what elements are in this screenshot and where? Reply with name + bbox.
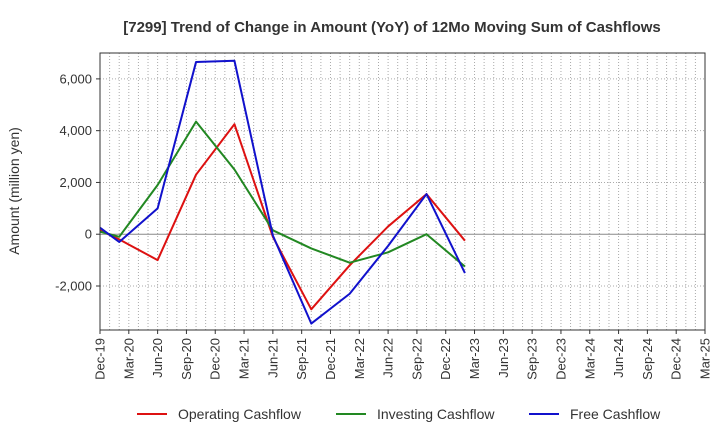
series-layer [99, 59, 466, 325]
x-tick-label: Jun-20 [150, 338, 165, 378]
x-tick-label: Sep-23 [525, 338, 540, 380]
x-tick-label: Dec-21 [323, 338, 338, 380]
x-tick-label: Jun-24 [611, 338, 626, 378]
x-tick-label: Jun-23 [496, 338, 511, 378]
legend: Operating Cashflow Investing Cashflow Free… [137, 406, 661, 422]
operating-cashflow-legend-label: Operating Cashflow [178, 406, 302, 422]
x-tick-label: Sep-22 [409, 338, 424, 380]
investing-cashflow-line [99, 120, 466, 268]
x-tick-label: Mar-24 [582, 338, 597, 379]
x-tick-label: Mar-21 [237, 338, 252, 379]
x-tick-label: Dec-22 [438, 338, 453, 380]
x-tick-label: Jun-21 [265, 338, 280, 378]
x-tick-label: Dec-24 [669, 338, 684, 380]
x-tick-label: Sep-21 [294, 338, 309, 380]
x-tick-label: Mar-23 [467, 338, 482, 379]
x-tick-label: Sep-20 [179, 338, 194, 380]
chart-title: [7299] Trend of Change in Amount (YoY) o… [123, 19, 661, 36]
y-tick-label: 0 [85, 227, 92, 242]
x-tick-label: Dec-19 [93, 338, 108, 380]
y-tick-label: -2,000 [55, 278, 92, 293]
x-tick-label: Mar-25 [698, 338, 713, 379]
x-tick-label: Mar-20 [121, 338, 136, 379]
x-axis-ticks: Dec-19 Mar-20 Jun-20 Sep-20 Dec-20 Mar-21 Jun-… [93, 330, 713, 380]
y-axis-ticks: -2,000 0 2,000 4,000 6,000 [55, 71, 100, 293]
x-tick-label: Mar-22 [352, 338, 367, 379]
x-tick-label: Dec-23 [553, 338, 568, 380]
free-cashflow-line [99, 59, 466, 325]
grid-lines [100, 53, 705, 330]
y-axis-label: Amount (million yen) [6, 127, 22, 255]
y-tick-label: 2,000 [59, 175, 92, 190]
free-cashflow-legend-label: Free Cashflow [570, 406, 661, 422]
x-tick-label: Dec-20 [208, 338, 223, 380]
investing-cashflow-legend-label: Investing Cashflow [377, 406, 495, 422]
x-tick-label: Sep-24 [640, 338, 655, 380]
x-tick-label: Jun-22 [381, 338, 396, 378]
plot-frame [99, 52, 706, 331]
y-tick-label: 6,000 [59, 71, 92, 86]
y-tick-label: 4,000 [59, 123, 92, 138]
